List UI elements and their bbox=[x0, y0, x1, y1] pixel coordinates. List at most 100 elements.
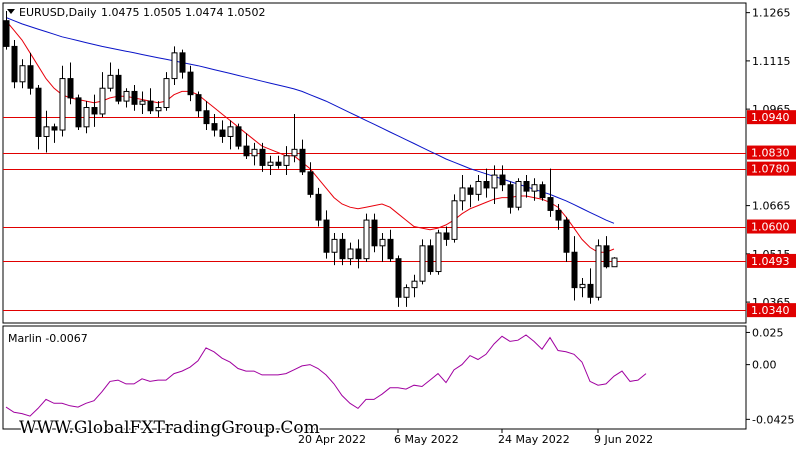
level-tag-label: 1.0600 bbox=[751, 221, 790, 234]
candle bbox=[115, 68, 122, 105]
candle bbox=[139, 91, 146, 114]
candle bbox=[403, 284, 410, 307]
candle-body bbox=[523, 180, 530, 192]
candle-body bbox=[491, 174, 498, 189]
candle-body bbox=[3, 20, 10, 47]
candle bbox=[163, 72, 170, 111]
candle-body bbox=[427, 245, 434, 273]
candle-body bbox=[531, 184, 538, 192]
time-tick-label: 9 Jun 2022 bbox=[594, 433, 653, 446]
candle bbox=[443, 226, 450, 246]
candle-body bbox=[539, 184, 546, 199]
level-tag-label: 1.0340 bbox=[751, 304, 790, 317]
candle bbox=[371, 213, 378, 253]
candle bbox=[483, 168, 490, 198]
candle-body bbox=[611, 257, 618, 268]
level-tag-label: 1.0493 bbox=[751, 255, 790, 268]
candle bbox=[603, 236, 610, 269]
candle bbox=[291, 113, 298, 163]
candle-body bbox=[331, 238, 338, 253]
candle bbox=[595, 239, 602, 301]
candle bbox=[499, 165, 506, 192]
candle bbox=[195, 91, 202, 118]
level-tag-background bbox=[747, 145, 796, 160]
candle-body bbox=[227, 126, 234, 137]
candle bbox=[459, 175, 466, 211]
level-tag-background bbox=[747, 161, 796, 176]
candle-body bbox=[435, 232, 442, 273]
level-tag-label: 1.0940 bbox=[751, 111, 790, 124]
candle-body bbox=[507, 184, 514, 208]
candle-body bbox=[67, 78, 74, 99]
candle bbox=[331, 232, 338, 266]
candle-body bbox=[275, 161, 282, 166]
candle-body bbox=[307, 171, 314, 195]
candle bbox=[435, 229, 442, 275]
candle bbox=[211, 113, 218, 137]
candle-body bbox=[171, 52, 178, 80]
candle bbox=[387, 229, 394, 262]
candle bbox=[51, 123, 58, 143]
candle bbox=[27, 52, 34, 95]
candle-body bbox=[235, 126, 242, 147]
candle-body bbox=[339, 238, 346, 260]
price-pane-frame bbox=[2, 2, 747, 324]
level-price-tag: 1.0830 bbox=[747, 145, 796, 160]
candle bbox=[427, 239, 434, 275]
candle-body bbox=[155, 107, 162, 112]
horizontal-levels bbox=[3, 117, 746, 311]
candle-body bbox=[555, 209, 562, 221]
watermark: WWW.GlobalFXTradingGroup.Com bbox=[18, 417, 322, 440]
candle-body bbox=[395, 258, 402, 298]
candle-body bbox=[595, 245, 602, 298]
candle bbox=[75, 94, 82, 131]
candle bbox=[35, 85, 42, 150]
candle bbox=[19, 59, 26, 89]
candle bbox=[531, 178, 538, 201]
candle-body bbox=[419, 245, 426, 282]
level-tag-background bbox=[747, 110, 796, 125]
candle-body bbox=[59, 78, 66, 131]
candle bbox=[131, 85, 138, 111]
candle-body bbox=[579, 283, 586, 289]
symbol-label: EURUSD,Daily bbox=[19, 6, 97, 19]
symbol-dropdown-icon[interactable] bbox=[7, 9, 15, 14]
candle-body bbox=[99, 87, 106, 115]
candle bbox=[59, 65, 66, 137]
level-tag-background bbox=[747, 219, 796, 234]
candle bbox=[171, 46, 178, 86]
candle-body bbox=[131, 90, 138, 105]
candle bbox=[611, 257, 618, 268]
candle-body bbox=[147, 100, 154, 112]
candle-body bbox=[123, 90, 130, 102]
candle bbox=[419, 239, 426, 285]
candle-body bbox=[403, 287, 410, 298]
indicator-tick-label: 0.025 bbox=[752, 326, 784, 339]
indicator-label: Marlin -0.0067 bbox=[8, 332, 88, 345]
candle bbox=[571, 236, 578, 301]
candle-body bbox=[603, 245, 610, 268]
candle-body bbox=[443, 232, 450, 240]
candle bbox=[243, 133, 250, 159]
candle-body bbox=[251, 148, 258, 157]
candle-body bbox=[323, 219, 330, 253]
candle-body bbox=[51, 126, 58, 131]
time-tick-label: 6 May 2022 bbox=[394, 433, 459, 446]
candle bbox=[251, 142, 258, 166]
candle bbox=[587, 268, 594, 304]
candle-body bbox=[547, 197, 554, 211]
candle bbox=[227, 120, 234, 150]
candle bbox=[123, 88, 130, 108]
ohlc-readout: 1.0475 1.0505 1.0474 1.0502 bbox=[101, 6, 265, 19]
candle bbox=[3, 11, 10, 50]
candle-body bbox=[187, 71, 194, 96]
candle-body bbox=[499, 174, 506, 186]
candle-body bbox=[283, 155, 290, 166]
candle-body bbox=[347, 248, 354, 260]
candle-body bbox=[219, 129, 226, 137]
candle-body bbox=[75, 97, 82, 128]
candle-body bbox=[179, 52, 186, 73]
candle bbox=[355, 239, 362, 269]
